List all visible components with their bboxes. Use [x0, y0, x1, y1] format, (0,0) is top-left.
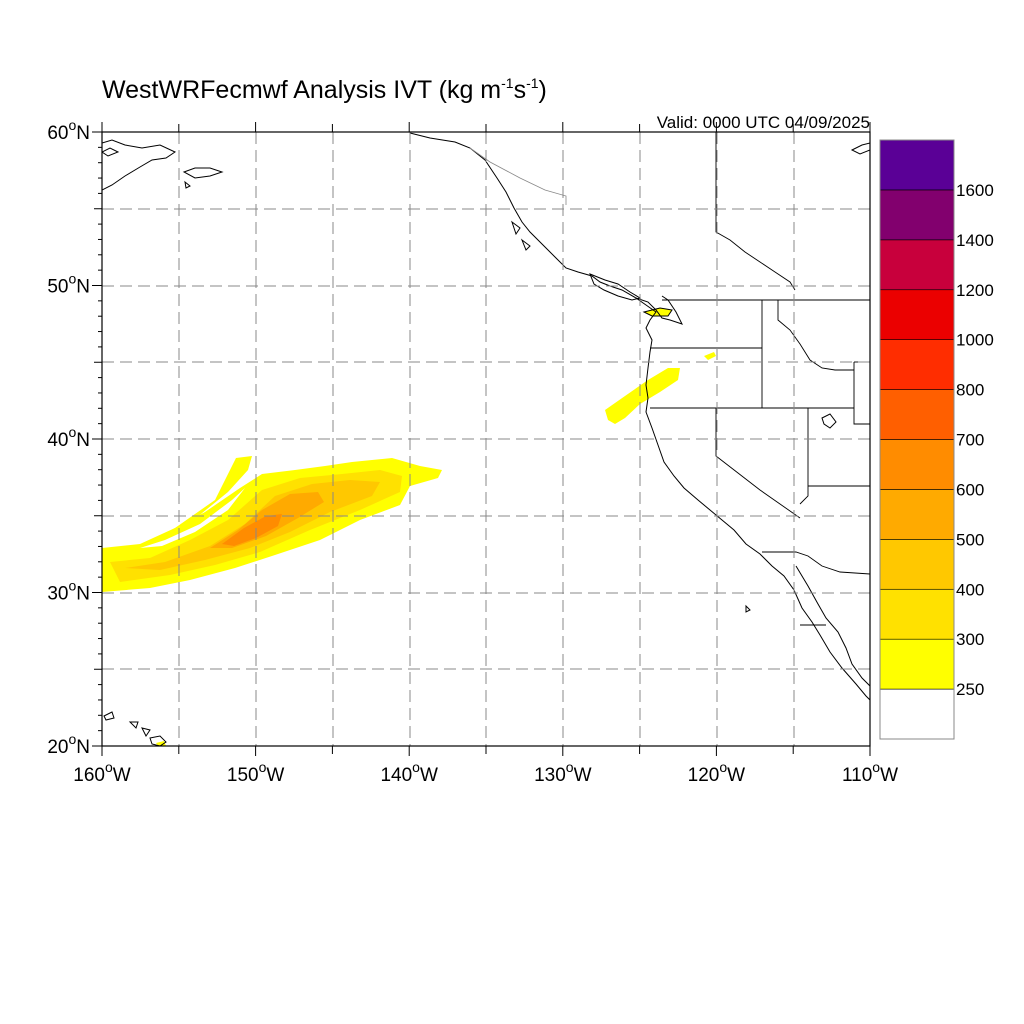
lon-label: 110oW [842, 759, 898, 786]
colorbar-frame [879, 139, 955, 740]
lat-label: 40oN [47, 424, 90, 451]
colorbar-swatch [879, 489, 955, 540]
colorbar-label: 400 [956, 580, 984, 599]
colorbar-label: 700 [956, 431, 984, 450]
colorbar-swatch [879, 339, 955, 390]
ivt-contour-600 [222, 514, 282, 546]
lon-label: 120oW [688, 759, 746, 786]
colorbar-label: 500 [956, 530, 984, 549]
state-boundaries [650, 132, 870, 626]
colorbar-swatch [879, 588, 955, 640]
lat-label: 50oN [47, 271, 90, 298]
colorbar-label: 1400 [956, 231, 994, 250]
colorbar-label: 250 [956, 680, 984, 699]
colorbar-swatch [879, 189, 955, 241]
colorbar-swatch [879, 289, 955, 340]
lat-label: 20oN [47, 731, 90, 758]
lon-label: 130oW [534, 759, 592, 786]
colorbar-label: 800 [956, 381, 984, 400]
colorbar-label: 1000 [956, 331, 994, 350]
colorbar-label: 1600 [956, 181, 994, 200]
coastlines [102, 132, 870, 746]
colorbar-swatch [879, 239, 955, 291]
colorbar-swatch [879, 389, 955, 440]
axis-labels: 20oN 30oN 40oN 50oN 60oN 160oW 150oW 140oW 130oW… [47, 117, 898, 786]
ivt-contour-250-coast-small [704, 352, 716, 360]
colorbar-swatch [879, 688, 955, 740]
colorbar: 250 300 400 500 600 700 800 1000 1200 1400 1600 [879, 139, 994, 740]
valid-time: Valid: 0000 UTC 04/09/2025 [657, 113, 870, 132]
lat-label: 60oN [47, 117, 90, 144]
colorbar-swatch [879, 638, 955, 690]
colorbar-swatch [879, 539, 955, 590]
colorbar-label: 600 [956, 480, 984, 499]
colorbar-swatch [879, 139, 955, 191]
ivt-contour-250-coast [605, 368, 680, 424]
ivt-contour-250-hawaii [156, 741, 166, 746]
ivt-contour-250-branch [140, 456, 252, 548]
colorbar-label: 1200 [956, 281, 994, 300]
map-title: WestWRFecmwf Analysis IVT (kg m-1s-1) [102, 75, 547, 104]
lat-label: 30oN [47, 578, 90, 605]
border-lines [469, 147, 567, 205]
ivt-shading [102, 307, 716, 746]
lon-label: 150oW [227, 759, 285, 786]
colorbar-label: 300 [956, 630, 984, 649]
axis-ticks [92, 122, 871, 756]
graticule [102, 132, 870, 746]
lon-label: 140oW [380, 759, 438, 786]
colorbar-swatch [879, 439, 955, 490]
lon-label: 160oW [73, 759, 131, 786]
